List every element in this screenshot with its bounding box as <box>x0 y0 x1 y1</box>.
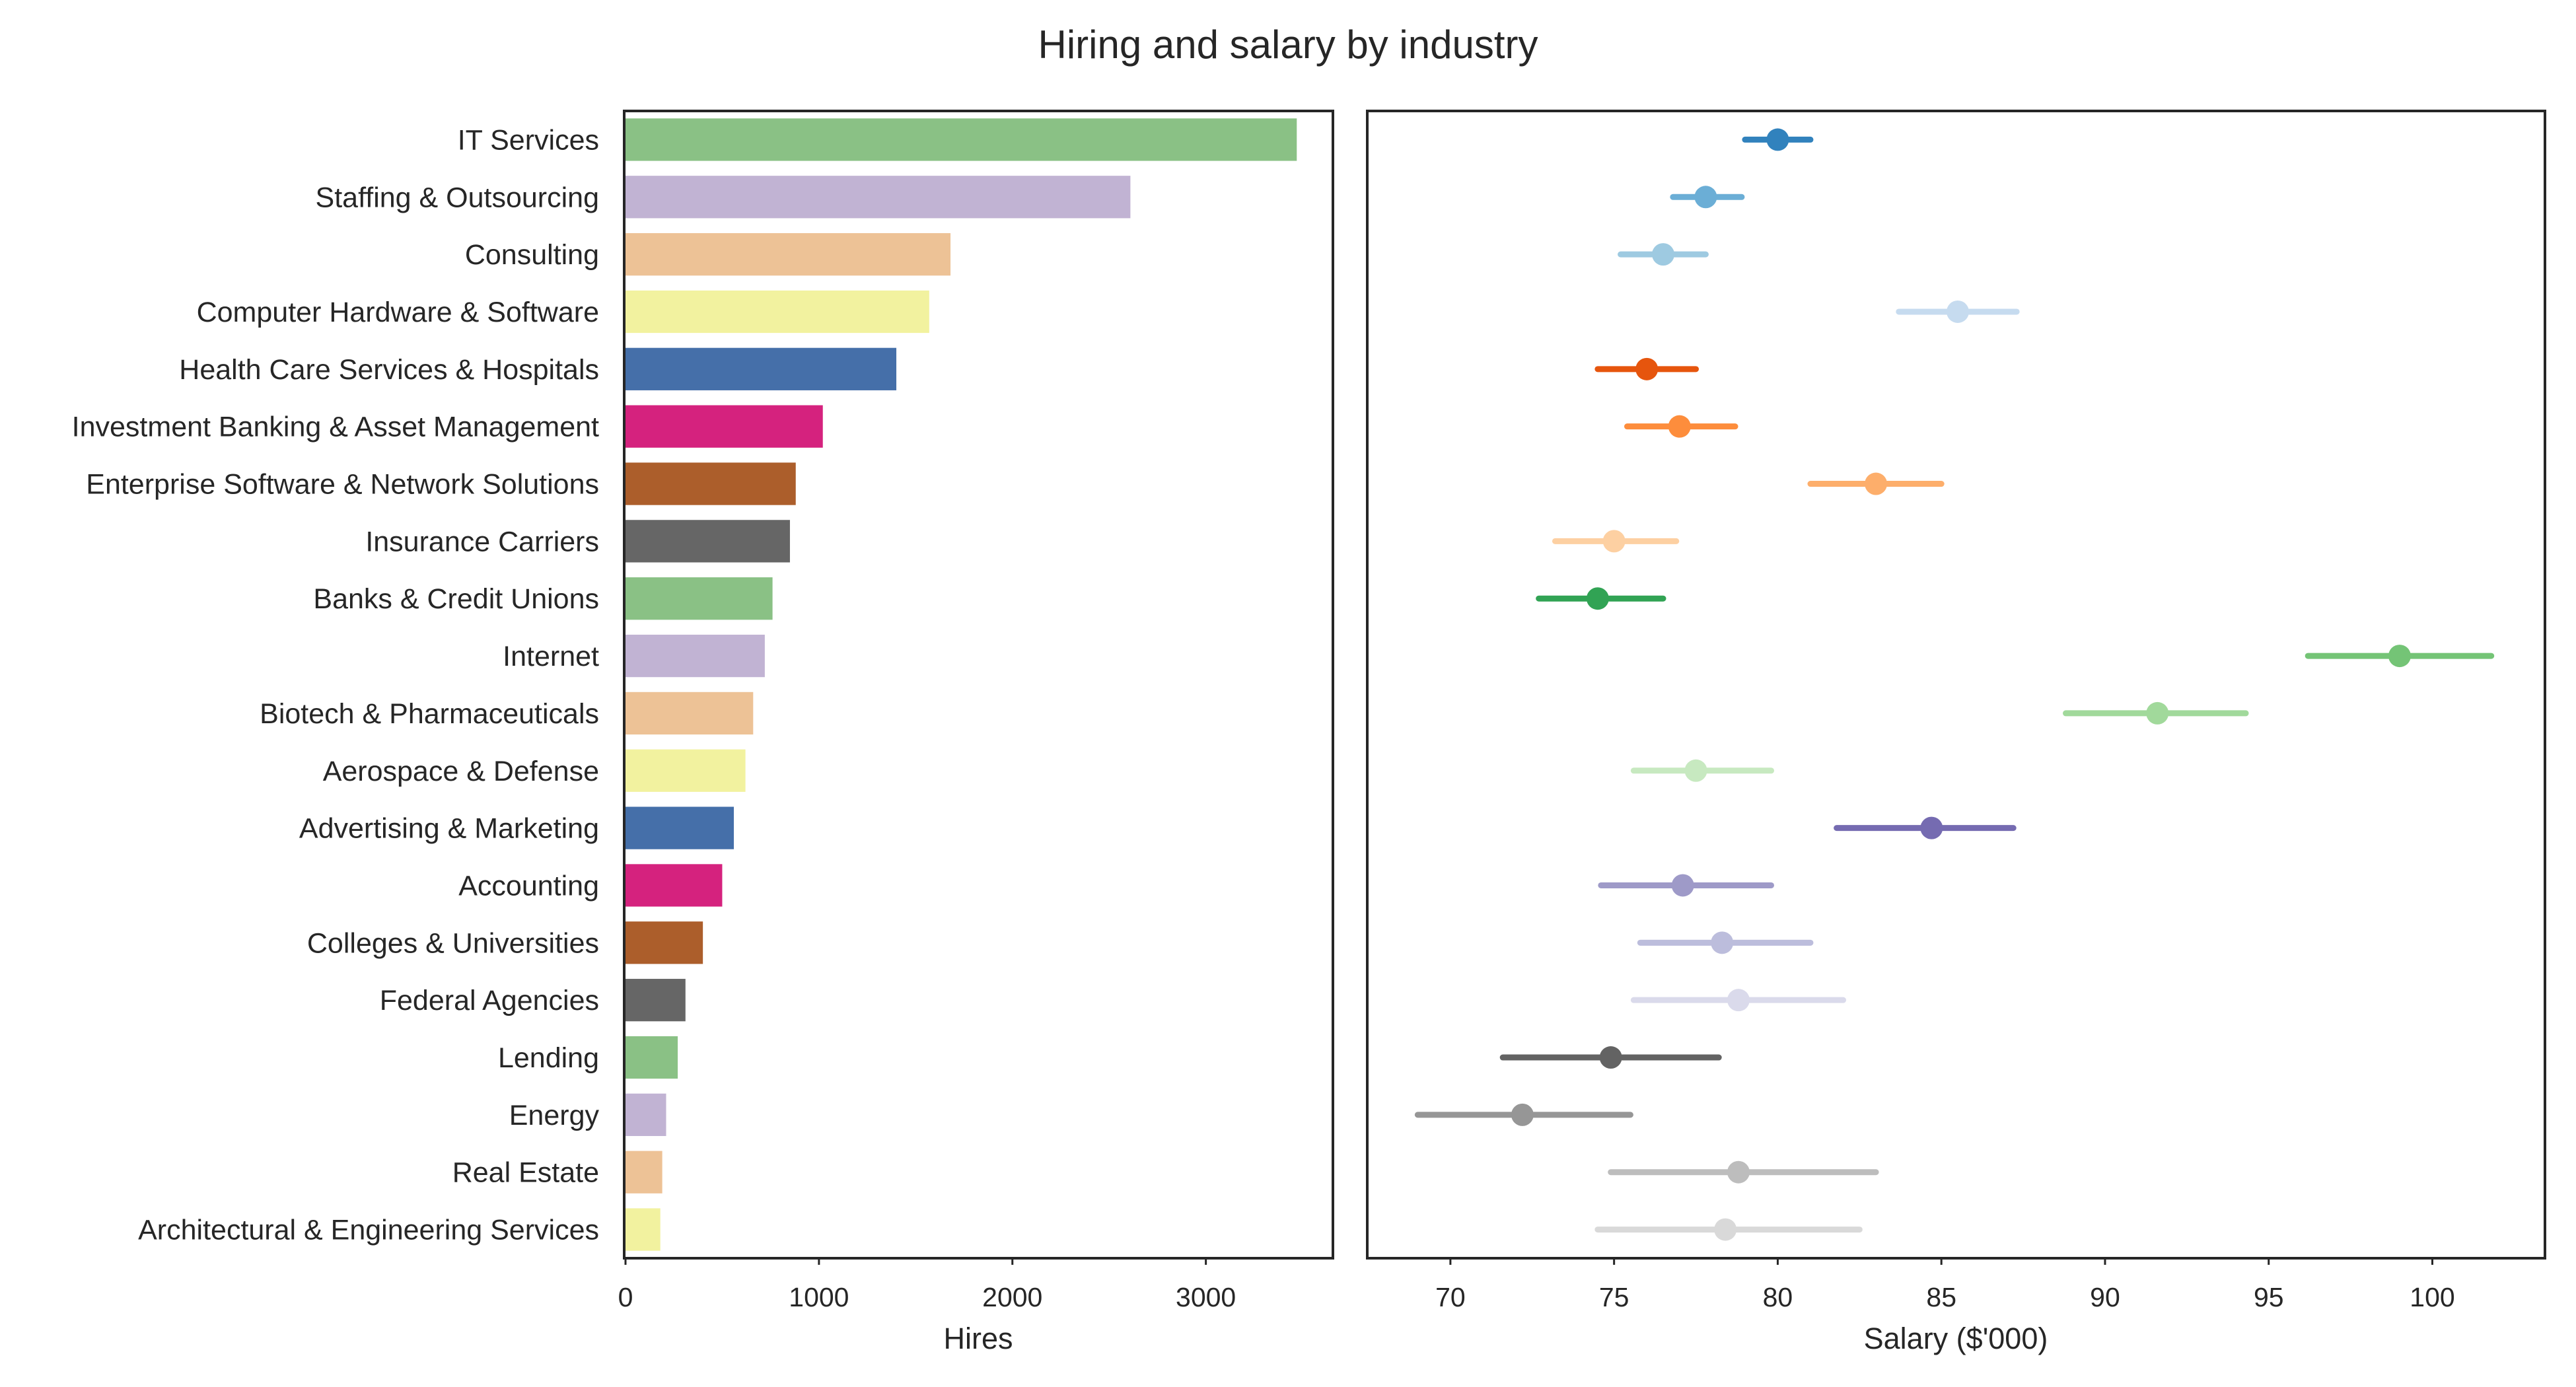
industry-label: Investment Banking & Asset Management <box>72 411 599 443</box>
industry-label: Real Estate <box>452 1157 599 1189</box>
salary-point-15 <box>1727 989 1750 1012</box>
salary-point-5 <box>1668 415 1691 438</box>
bar-8 <box>626 577 773 620</box>
hires-tick-label: 2000 <box>982 1282 1042 1312</box>
hires-tick-label: 3000 <box>1176 1282 1236 1312</box>
salary-tick-label: 80 <box>1763 1282 1793 1312</box>
salary-point-11 <box>1684 759 1707 782</box>
salary-point-7 <box>1602 530 1626 553</box>
industry-label: Lending <box>498 1042 599 1074</box>
salary-point-19 <box>1714 1218 1737 1241</box>
industry-labels: IT Services Staffing & Outsourcing Consult… <box>72 124 600 1246</box>
salary-point-18 <box>1727 1160 1750 1184</box>
salary-points <box>1414 128 2495 1241</box>
bar-10 <box>626 692 754 735</box>
industry-label: Architectural & Engineering Services <box>138 1215 599 1246</box>
hires-x-axis-label: Hires <box>943 1322 1013 1355</box>
salary-point-2 <box>1651 243 1674 266</box>
industry-label: Consulting <box>465 239 599 271</box>
bar-6 <box>626 462 796 505</box>
industry-label: Insurance Carriers <box>365 526 599 557</box>
industry-label: Internet <box>503 641 599 672</box>
hires-plot-frame <box>623 110 1334 1260</box>
industry-label: Staffing & Outsourcing <box>316 182 599 213</box>
salary-tick-label: 85 <box>1926 1282 1956 1312</box>
bar-4 <box>626 347 897 390</box>
industry-label: Computer Hardware & Software <box>197 297 599 328</box>
bar-9 <box>626 634 765 678</box>
chart-title: Hiring and salary by industry <box>1038 22 1538 67</box>
salary-point-16 <box>1599 1046 1622 1069</box>
salary-point-6 <box>1865 472 1888 495</box>
salary-point-9 <box>2388 645 2411 668</box>
hires-tick-label: 1000 <box>789 1282 849 1312</box>
bar-15 <box>626 979 686 1022</box>
salary-point-4 <box>1635 357 1659 380</box>
industry-label: Health Care Services & Hospitals <box>179 354 599 386</box>
bar-18 <box>626 1151 662 1193</box>
industry-label: IT Services <box>458 124 599 156</box>
industry-label: Colleges & Universities <box>307 927 599 959</box>
bar-0 <box>626 118 1297 161</box>
salary-point-10 <box>2146 701 2169 725</box>
industry-label: Accounting <box>458 870 599 902</box>
industry-label: Enterprise Software & Network Solutions <box>86 469 599 501</box>
bar-17 <box>626 1093 666 1137</box>
salary-tick-label: 75 <box>1599 1282 1629 1312</box>
bar-13 <box>626 864 723 907</box>
bar-3 <box>626 290 929 334</box>
bar-19 <box>626 1208 661 1251</box>
salary-point-17 <box>1511 1103 1534 1126</box>
salary-point-14 <box>1711 931 1734 954</box>
bar-16 <box>626 1036 678 1079</box>
industry-label: Energy <box>509 1100 600 1131</box>
bar-2 <box>626 232 951 276</box>
salary-point-1 <box>1694 186 1717 209</box>
salary-x-axis-label: Salary ($'000) <box>1864 1322 2048 1355</box>
hires-bar-chart: IT Services Staffing & Outsourcing Consult… <box>72 110 1334 1355</box>
hires-bars <box>626 118 1297 1251</box>
salary-point-13 <box>1671 874 1694 897</box>
salary-point-0 <box>1766 128 1789 151</box>
salary-tick-label: 100 <box>2410 1282 2454 1312</box>
bar-12 <box>626 806 734 849</box>
industry-label: Banks & Credit Unions <box>313 583 599 615</box>
hires-x-ticks: 0 1000 2000 3000 <box>618 1258 1236 1312</box>
hires-tick-label: 0 <box>618 1282 633 1312</box>
salary-tick-label: 90 <box>2090 1282 2120 1312</box>
industry-label: Federal Agencies <box>380 985 599 1016</box>
industry-label: Biotech & Pharmaceuticals <box>260 698 599 730</box>
salary-point-12 <box>1920 816 1943 839</box>
salary-point-chart: 70 75 80 85 90 95 100 Salary ($'000) <box>1366 110 2546 1355</box>
industry-label: Aerospace & Defense <box>323 756 599 787</box>
bar-7 <box>626 520 790 563</box>
salary-plot-frame <box>1366 110 2546 1260</box>
bar-14 <box>626 921 703 964</box>
salary-tick-label: 70 <box>1435 1282 1466 1312</box>
salary-point-8 <box>1586 587 1609 610</box>
bar-5 <box>626 405 823 448</box>
salary-tick-label: 95 <box>2254 1282 2284 1312</box>
industry-label: Advertising & Marketing <box>299 813 599 845</box>
salary-x-ticks: 70 75 80 85 90 95 100 <box>1435 1258 2455 1312</box>
salary-point-3 <box>1946 300 1969 323</box>
bar-1 <box>626 176 1131 219</box>
bar-11 <box>626 749 746 792</box>
